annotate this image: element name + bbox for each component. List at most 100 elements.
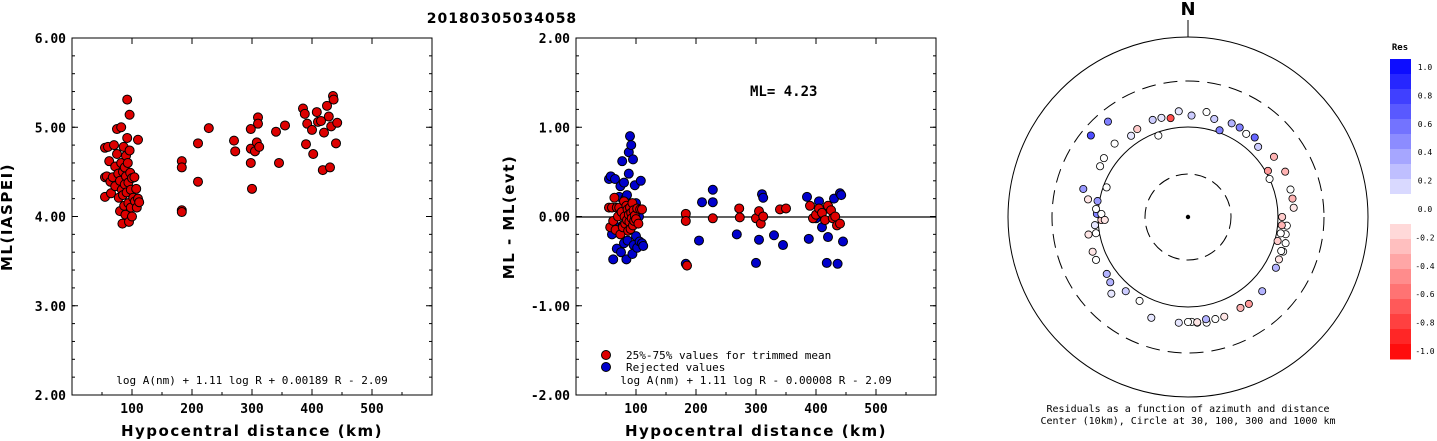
data-point [129, 172, 140, 183]
station-point [1174, 107, 1183, 116]
station-point [1242, 129, 1251, 138]
data-point [193, 138, 203, 149]
colorbar-cell [1390, 74, 1411, 90]
colorbar-cell [1390, 314, 1411, 330]
data-point [247, 183, 257, 194]
colorbar-tick-label: -0.4 [1415, 262, 1434, 271]
data-point [734, 212, 745, 223]
station-point [1236, 303, 1245, 312]
station-point [1254, 142, 1263, 151]
tick-group: 100 200 300 400 500 -2.00 -1.00 0.00 1.00 2.00 [531, 32, 936, 417]
station-points [1079, 107, 1298, 327]
data-point [778, 240, 788, 251]
station-point [1084, 230, 1093, 239]
data-point [707, 184, 718, 195]
colorbar-cell [1390, 59, 1411, 75]
tick-group: 100 200 300 400 500 2.00 3.00 4.00 5.00 6.00 [35, 32, 432, 417]
colorbar-cell [1390, 89, 1411, 105]
legend-label-rejected: Rejected values [626, 361, 725, 374]
data-point [245, 157, 256, 168]
station-point [1099, 154, 1108, 163]
data-point [176, 207, 187, 218]
x-tick-label: 400 [300, 402, 324, 417]
data-point [758, 211, 769, 222]
station-point [1106, 278, 1115, 287]
data-point [731, 229, 742, 240]
station-point [1273, 237, 1282, 246]
north-label: N [1180, 0, 1195, 20]
station-point [1102, 269, 1111, 278]
data-point [271, 126, 281, 137]
colorbar-cell [1390, 149, 1411, 165]
data-point [626, 140, 637, 151]
colorbar-cell [1390, 179, 1411, 195]
colorbar-cell [1390, 344, 1411, 360]
data-point [127, 211, 137, 222]
station-point [1097, 209, 1106, 218]
station-point [1187, 111, 1196, 120]
station-point [1088, 247, 1097, 256]
data-point [610, 174, 620, 185]
station-point [1271, 263, 1280, 272]
station-point [1133, 125, 1142, 134]
station-point [1092, 255, 1101, 264]
data-point [316, 116, 326, 127]
x-tick-label: 500 [360, 402, 384, 417]
x-tick-label: 300 [240, 402, 264, 417]
data-point [832, 258, 843, 269]
magnitude-formula: log A(nm) + 1.11 log R + 0.00189 R - 2.0… [116, 374, 388, 387]
data-point [682, 260, 692, 271]
y-tick-label: 5.00 [35, 121, 66, 136]
data-point [617, 156, 628, 167]
data-point [754, 234, 764, 245]
caption-line-1: Residuals as a function of azimuth and d… [1047, 404, 1330, 415]
colorbar-tick-label: -0.2 [1415, 233, 1434, 242]
colorbar-tick-label: 0.2 [1418, 177, 1433, 186]
data-point [633, 218, 644, 229]
legend-marker-rejected [601, 362, 611, 372]
data-point [608, 254, 619, 265]
station-point [1184, 317, 1193, 326]
station-point [1102, 183, 1111, 192]
colorbar-tick-label: -0.6 [1415, 290, 1434, 299]
station-point [1090, 221, 1099, 230]
colorbar-ticks: 1.0 0.8 0.6 0.4 0.2 0.0 -0.2 -0.4 -0.6 -0.8 -1.0 [1415, 63, 1434, 356]
magnitude-formula: log A(nm) + 1.11 log R - 0.00008 R - 2.0… [620, 374, 892, 387]
y-tick-label: 2.00 [539, 32, 570, 47]
data-point [707, 197, 718, 208]
station-point [1084, 195, 1093, 204]
station-point [1193, 318, 1202, 327]
colorbar-cell [1390, 254, 1411, 270]
data-point [122, 94, 133, 105]
station-point [1276, 229, 1285, 238]
data-point [823, 232, 833, 243]
legend-marker-trimmed [601, 350, 611, 360]
data-point [133, 134, 143, 145]
x-tick-label: 400 [804, 402, 828, 417]
colorbar-cell [1390, 194, 1411, 210]
residual-colorbar: Res 1.0 0.8 0.6 0.4 0.2 0.0 -0.2 -0.4 -0.6 -0.8 -1… [1390, 43, 1435, 360]
station-point [1092, 204, 1101, 213]
station-point [1269, 152, 1278, 161]
data-point [838, 236, 848, 247]
data-point [638, 240, 649, 251]
ml-vs-distance-panel: 100 200 300 400 500 2.00 3.00 4.00 5.00 6.00 log … [0, 32, 433, 440]
colorbar-tick-label: -0.8 [1415, 319, 1434, 328]
data-points [604, 131, 848, 271]
y-tick-label: 0.00 [539, 211, 570, 226]
y-tick-label: -2.00 [531, 389, 570, 404]
data-point [307, 124, 317, 135]
data-point [707, 213, 718, 224]
data-point [112, 149, 122, 160]
ring-1000km [1007, 36, 1369, 398]
station-point [1135, 296, 1144, 305]
x-tick-label: 200 [180, 402, 204, 417]
station-point [1147, 313, 1156, 322]
station-point [1286, 185, 1295, 194]
station-point [1148, 115, 1157, 124]
data-point [230, 146, 241, 157]
colorbar-tick-label: 0.6 [1418, 120, 1433, 129]
station-point [1258, 287, 1267, 296]
data-point [609, 192, 620, 203]
data-point [301, 139, 311, 150]
